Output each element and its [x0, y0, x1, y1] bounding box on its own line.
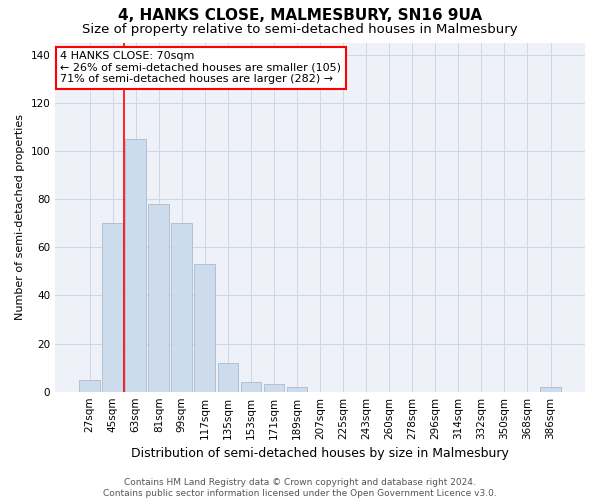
Y-axis label: Number of semi-detached properties: Number of semi-detached properties — [15, 114, 25, 320]
Bar — [172, 223, 192, 392]
X-axis label: Distribution of semi-detached houses by size in Malmesbury: Distribution of semi-detached houses by … — [131, 447, 509, 460]
Bar — [241, 382, 262, 392]
Bar — [263, 384, 284, 392]
Bar — [540, 387, 561, 392]
Text: Size of property relative to semi-detached houses in Malmesbury: Size of property relative to semi-detach… — [82, 22, 518, 36]
Bar — [79, 380, 100, 392]
Bar — [102, 223, 123, 392]
Bar — [148, 204, 169, 392]
Text: Contains HM Land Registry data © Crown copyright and database right 2024.
Contai: Contains HM Land Registry data © Crown c… — [103, 478, 497, 498]
Bar — [287, 387, 307, 392]
Text: 4, HANKS CLOSE, MALMESBURY, SN16 9UA: 4, HANKS CLOSE, MALMESBURY, SN16 9UA — [118, 8, 482, 22]
Bar — [125, 139, 146, 392]
Text: 4 HANKS CLOSE: 70sqm
← 26% of semi-detached houses are smaller (105)
71% of semi: 4 HANKS CLOSE: 70sqm ← 26% of semi-detac… — [61, 51, 341, 84]
Bar — [218, 363, 238, 392]
Bar — [194, 264, 215, 392]
